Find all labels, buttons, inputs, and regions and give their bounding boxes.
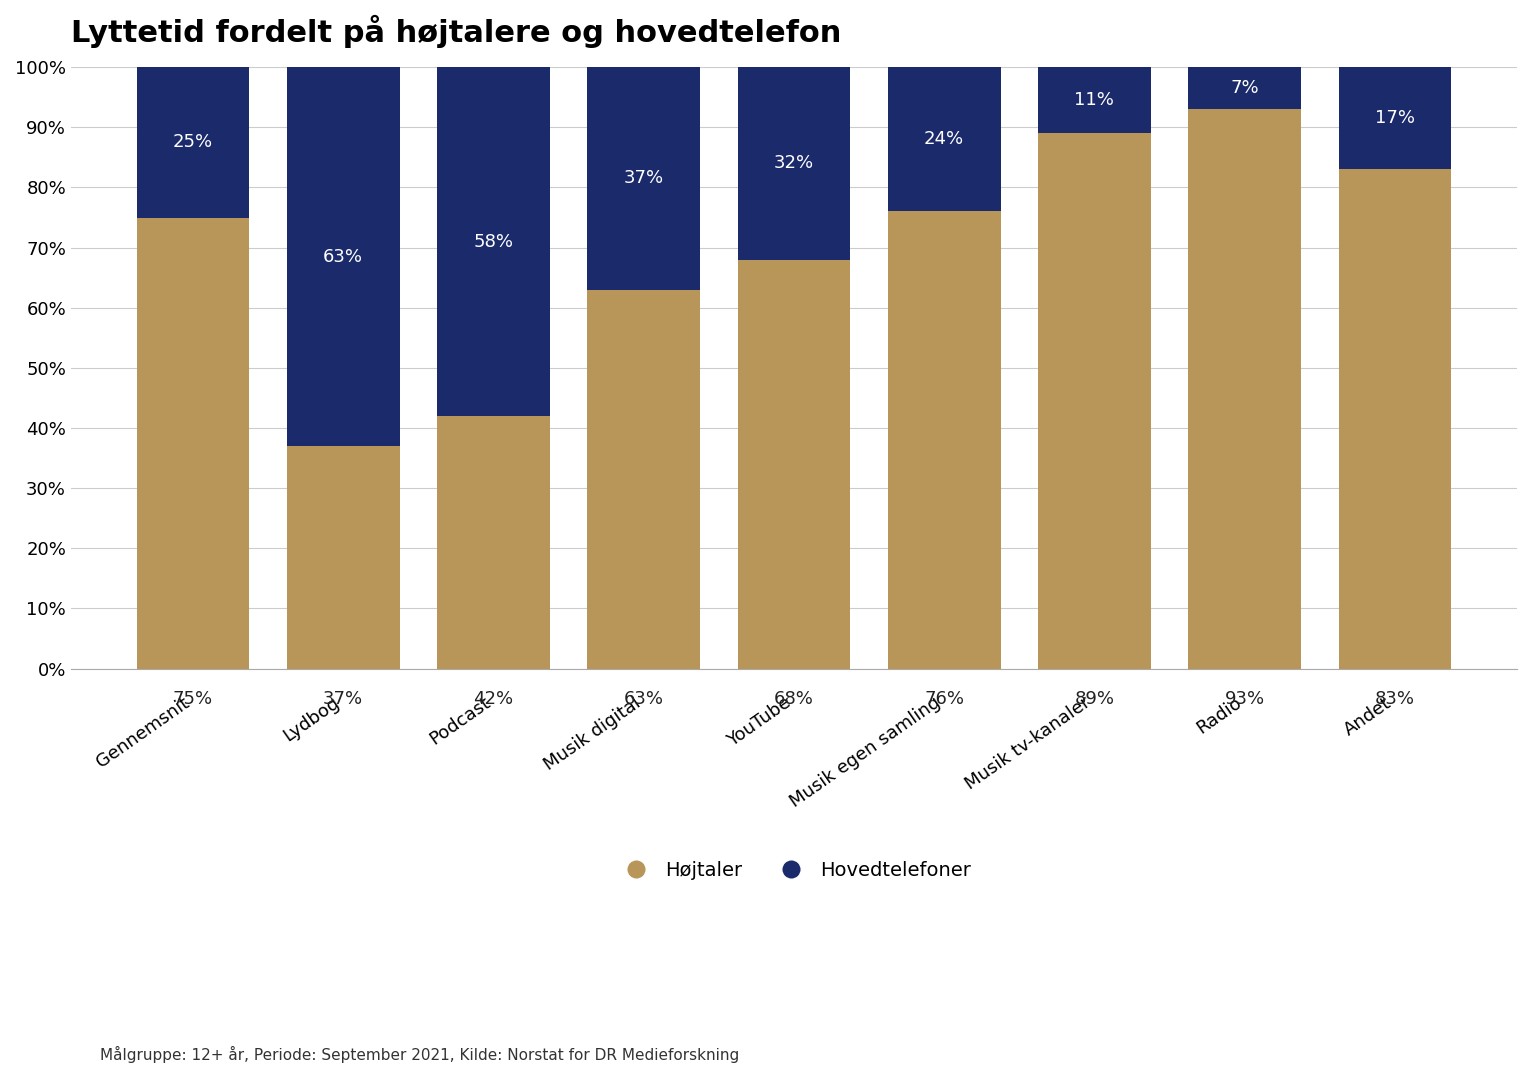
Text: 63%: 63% bbox=[323, 248, 363, 265]
Bar bbox=[136, 68, 250, 218]
Bar bbox=[889, 212, 1000, 668]
Bar bbox=[1189, 68, 1301, 110]
Text: 37%: 37% bbox=[323, 690, 363, 708]
Text: 24%: 24% bbox=[924, 130, 964, 148]
Text: 93%: 93% bbox=[1224, 690, 1265, 708]
Bar bbox=[437, 416, 550, 668]
Bar bbox=[286, 68, 400, 446]
Text: 58%: 58% bbox=[473, 233, 513, 250]
Text: 42%: 42% bbox=[473, 690, 513, 708]
Bar bbox=[587, 290, 700, 668]
Bar bbox=[737, 68, 850, 260]
Text: 89%: 89% bbox=[1074, 690, 1114, 708]
Text: Lyttetid fordelt på højtalere og hovedtelefon: Lyttetid fordelt på højtalere og hovedte… bbox=[70, 15, 841, 48]
Bar bbox=[587, 68, 700, 290]
Bar bbox=[889, 68, 1000, 212]
Text: 76%: 76% bbox=[924, 690, 964, 708]
Text: 83%: 83% bbox=[1374, 690, 1416, 708]
Bar bbox=[1039, 133, 1151, 668]
Bar bbox=[1339, 68, 1451, 170]
Bar bbox=[136, 218, 250, 668]
Legend: Højtaler, Hovedtelefoner: Højtaler, Hovedtelefoner bbox=[608, 853, 979, 887]
Bar bbox=[1039, 68, 1151, 133]
Text: 17%: 17% bbox=[1374, 110, 1416, 128]
Text: 32%: 32% bbox=[774, 155, 813, 173]
Text: 25%: 25% bbox=[173, 133, 213, 151]
Text: 63%: 63% bbox=[624, 690, 663, 708]
Bar bbox=[286, 446, 400, 668]
Text: 75%: 75% bbox=[173, 690, 213, 708]
Text: 11%: 11% bbox=[1074, 91, 1114, 110]
Bar bbox=[1339, 170, 1451, 668]
Bar bbox=[437, 68, 550, 416]
Text: Målgruppe: 12+ år, Periode: September 2021, Kilde: Norstat for DR Medieforskning: Målgruppe: 12+ år, Periode: September 20… bbox=[100, 1046, 738, 1063]
Text: 37%: 37% bbox=[624, 170, 663, 188]
Text: 7%: 7% bbox=[1230, 79, 1259, 98]
Text: 68%: 68% bbox=[774, 690, 813, 708]
Bar bbox=[1189, 110, 1301, 668]
Bar bbox=[737, 260, 850, 668]
